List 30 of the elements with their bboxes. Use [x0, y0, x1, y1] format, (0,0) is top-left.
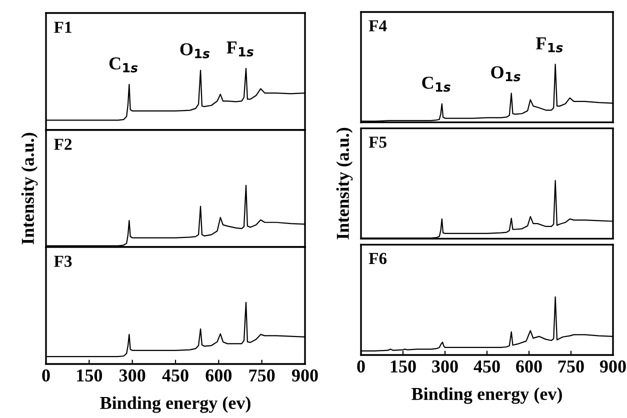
x-axis-title: Binding energy (ev)	[100, 396, 250, 413]
text: F1	[54, 22, 72, 33]
x-axis-title: Binding energy (ev)	[412, 387, 562, 404]
y-axis-title: Intensity (a.u.)	[21, 132, 38, 244]
annotation: O$_{1s}$	[180, 43, 210, 58]
x-tick-label: 300	[432, 360, 458, 373]
annotation: F$_{1s}$	[226, 42, 254, 57]
x-tick-label: 150	[390, 360, 416, 373]
x-tick-label: 600	[206, 369, 232, 382]
annotation: F$_{1s}$	[536, 37, 563, 52]
x-tick-label: 450	[162, 369, 188, 382]
x-tick-label: 750	[558, 360, 584, 373]
x-tick-label: 900	[292, 369, 318, 382]
text: F5	[368, 136, 386, 148]
x-tick-label: 600	[516, 360, 542, 373]
x-tick-label: 300	[119, 369, 146, 382]
text: F6	[368, 252, 387, 264]
text: F3	[54, 256, 72, 267]
annotation: C$_{1s}$	[109, 57, 138, 72]
x-tick-label: 450	[474, 360, 500, 373]
annotation: C$_{1s}$	[422, 76, 450, 92]
x-tick-label: 750	[249, 369, 275, 382]
text: F2	[54, 138, 72, 150]
annotation: O$_{1s}$	[491, 66, 520, 82]
text: F4	[368, 20, 387, 32]
y-axis-title: Intensity (a.u.)	[336, 128, 353, 240]
x-tick-label: 150	[77, 369, 102, 382]
x-tick-label: 0	[42, 369, 50, 382]
x-tick-label: 0	[357, 360, 365, 373]
x-tick-label: 900	[600, 360, 626, 373]
